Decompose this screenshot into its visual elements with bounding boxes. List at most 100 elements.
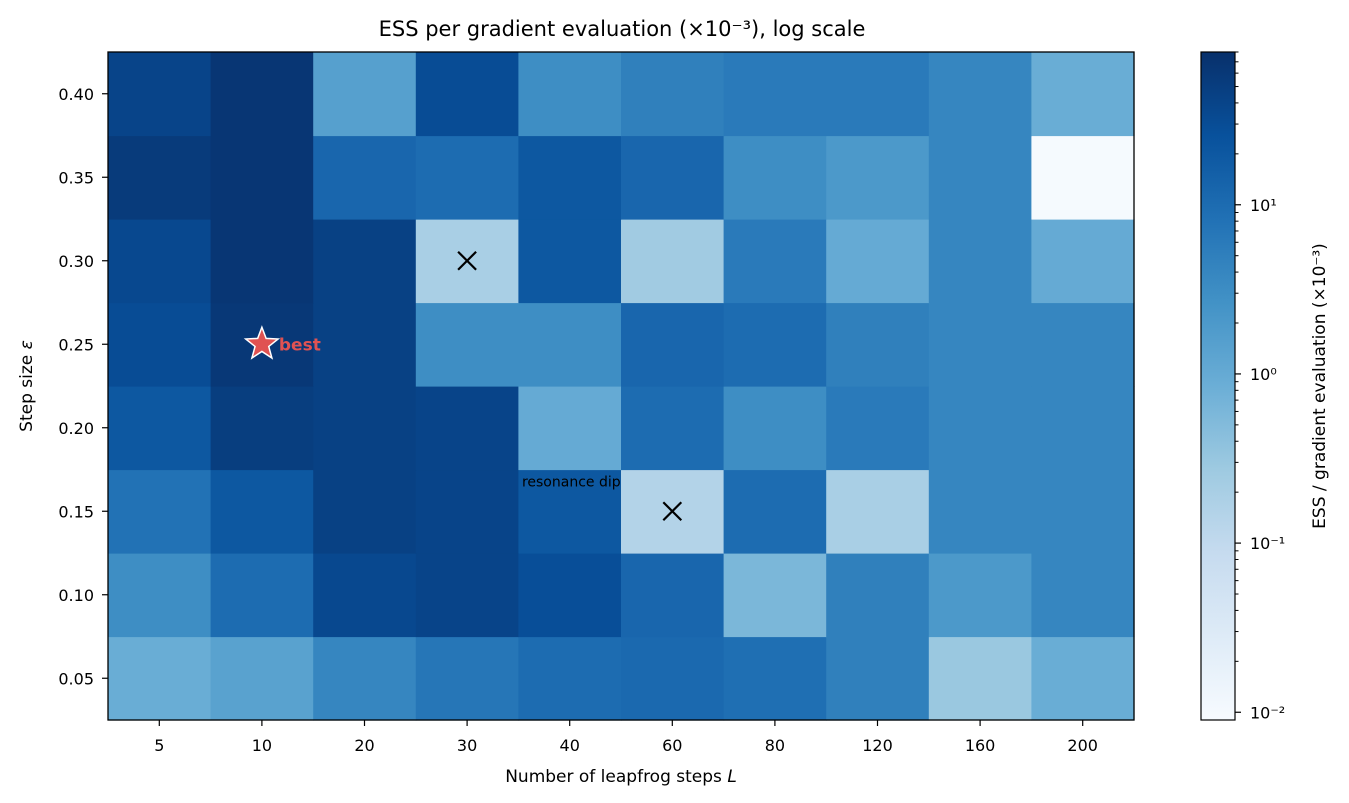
heatmap-cell <box>415 302 519 387</box>
heatmap-cell <box>928 219 1032 304</box>
heatmap-cell <box>108 469 212 554</box>
heatmap-cell <box>518 52 622 137</box>
x-marker <box>662 501 683 522</box>
heatmap-cell <box>621 553 725 638</box>
x-tick-label: 200 <box>1067 736 1098 755</box>
heatmap-cell <box>313 302 417 387</box>
heatmap-cell <box>415 469 519 554</box>
chart-title: ESS per gradient evaluation (×10⁻³), log… <box>379 17 866 41</box>
heatmap-cell <box>826 135 930 220</box>
annotations: best resonance dip <box>243 250 683 522</box>
x-marker <box>457 250 477 271</box>
heatmap-cell <box>313 636 417 721</box>
heatmap-cell <box>1031 636 1135 721</box>
heatmap-cell <box>723 135 827 220</box>
heatmap-cell <box>518 386 622 471</box>
heatmap-cell <box>723 302 827 387</box>
heatmap-cell <box>210 469 314 554</box>
heatmap-cell <box>415 386 519 471</box>
heatmap-cell <box>313 135 417 220</box>
heatmap-cell <box>210 52 314 137</box>
heatmap-cell <box>621 135 725 220</box>
y-tick-label: 0.25 <box>58 335 94 354</box>
x-tick-label: 5 <box>154 736 164 755</box>
heatmap-cell <box>1031 219 1135 304</box>
heatmap-cell <box>1031 553 1135 638</box>
heatmap-cell <box>108 553 212 638</box>
heatmap-cell <box>1031 469 1135 554</box>
y-tick-label: 0.35 <box>58 168 94 187</box>
heatmap-cell <box>313 386 417 471</box>
x-axis-label: Number of leapfrog steps L <box>505 767 737 787</box>
colorbar: 10⁻² 10⁻¹ 10⁰ 10¹ ESS / gradient evaluation … <box>1200 51 1330 722</box>
heatmap-cell <box>826 52 930 137</box>
heatmap-cell <box>621 52 725 137</box>
heatmap-cell <box>928 636 1032 721</box>
heatmap-cell <box>313 52 417 137</box>
best-label: best <box>279 335 321 355</box>
heatmap-cell <box>108 219 212 304</box>
heatmap-cell <box>313 219 417 304</box>
heatmap-cell <box>621 302 725 387</box>
heatmap-cell <box>1031 302 1135 387</box>
heatmap-cell <box>415 52 519 137</box>
heatmap-cell <box>928 52 1032 137</box>
heatmap-cell <box>621 636 725 721</box>
heatmap-cell <box>108 302 212 387</box>
heatmap-cell <box>723 553 827 638</box>
x-tick-label: 80 <box>765 736 785 755</box>
heatmap-cell <box>518 469 622 554</box>
colorbar-tick-label: 10¹ <box>1250 196 1277 215</box>
heatmap-cell <box>415 135 519 220</box>
heatmap-cell <box>108 135 212 220</box>
y-tick-label: 0.20 <box>58 419 94 438</box>
y-axis-label: Step size ε <box>17 340 37 432</box>
heatmap-cell <box>928 553 1032 638</box>
heatmap-cell <box>928 135 1032 220</box>
heatmap-cell <box>723 469 827 554</box>
heatmap-cell <box>723 636 827 721</box>
heatmap-cell <box>928 302 1032 387</box>
heatmap-cell <box>210 553 314 638</box>
heatmap-cell <box>1031 52 1135 137</box>
y-tick-label: 0.05 <box>58 669 94 688</box>
heatmap-cell <box>723 52 827 137</box>
heatmap-cells <box>108 52 1135 721</box>
heatmap-cell <box>723 219 827 304</box>
heatmap-cell <box>518 219 622 304</box>
heatmap-cell <box>621 219 725 304</box>
heatmap-cell <box>210 636 314 721</box>
heatmap-cell <box>415 636 519 721</box>
heatmap-cell <box>518 636 622 721</box>
heatmap-cell <box>1031 135 1135 220</box>
heatmap-cell <box>826 386 930 471</box>
colorbar-label: ESS / gradient evaluation (×10⁻³) <box>1310 243 1330 529</box>
heatmap-cell <box>108 636 212 721</box>
colorbar-tick-label: 10⁻² <box>1250 703 1285 722</box>
heatmap-cell <box>108 52 212 137</box>
x-tick-label: 60 <box>662 736 682 755</box>
y-axis-ticks: 0.05 0.10 0.15 0.20 0.25 0.30 0.35 0.40 <box>58 85 108 688</box>
heatmap-cell <box>826 553 930 638</box>
y-tick-label: 0.15 <box>58 502 94 521</box>
colorbar-tick-label: 10⁰ <box>1250 365 1277 384</box>
y-tick-label: 0.40 <box>58 85 94 104</box>
heatmap-cell <box>313 469 417 554</box>
heatmap-cell <box>928 386 1032 471</box>
heatmap-cell <box>210 135 314 220</box>
heatmap-cell <box>723 386 827 471</box>
heatmap-cell <box>415 553 519 638</box>
plot-frame <box>107 51 1135 721</box>
x-tick-label: 40 <box>560 736 580 755</box>
x-tick-label: 10 <box>252 736 272 755</box>
x-tick-label: 160 <box>965 736 996 755</box>
heatmap-cell <box>826 219 930 304</box>
heatmap-cell <box>518 302 622 387</box>
x-tick-label: 120 <box>862 736 893 755</box>
heatmap-cell <box>1031 386 1135 471</box>
y-tick-label: 0.10 <box>58 586 94 605</box>
heatmap-cell <box>210 386 314 471</box>
heatmap-cell <box>518 553 622 638</box>
heatmap-cell <box>313 553 417 638</box>
